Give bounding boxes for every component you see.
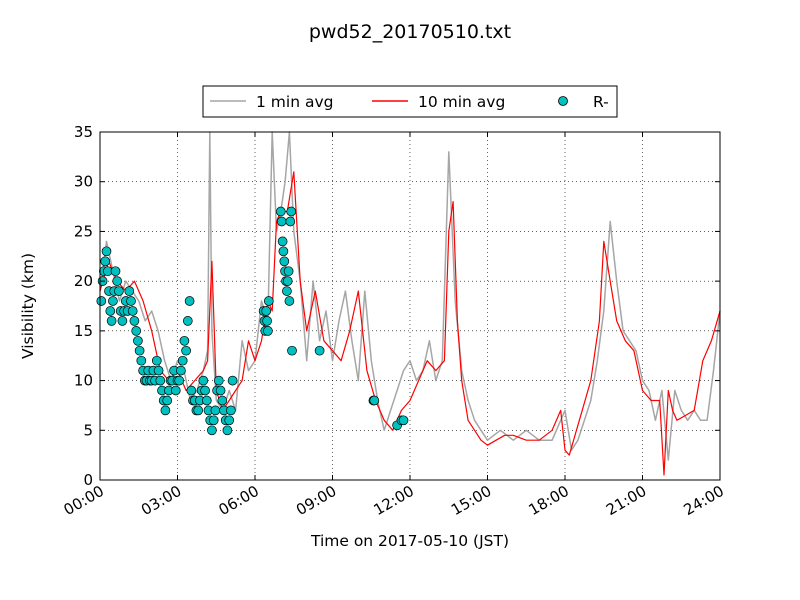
data-point-r-minus: [217, 395, 228, 406]
y-tick-label: 15: [74, 322, 93, 340]
data-point-r-minus: [278, 246, 289, 257]
data-point-r-minus: [222, 425, 233, 436]
data-point-r-minus: [263, 296, 274, 306]
data-point-r-minus: [110, 266, 121, 277]
data-point-r-minus: [275, 206, 286, 217]
y-tick-label: 20: [74, 272, 93, 290]
data-point-r-minus: [131, 326, 142, 336]
data-point-r-minus: [282, 276, 293, 286]
data-point-r-minus: [134, 345, 145, 356]
data-point-r-minus: [160, 405, 171, 416]
data-point-r-minus: [106, 316, 117, 326]
x-tick-label: 15:00: [448, 482, 494, 519]
data-point-r-minus: [369, 395, 380, 406]
data-point-r-minus: [181, 345, 191, 356]
x-tick-label: 21:00: [603, 482, 649, 519]
x-tick-label: 12:00: [371, 482, 417, 519]
data-point-r-minus: [177, 355, 188, 366]
data-point-r-minus: [176, 365, 186, 376]
data-point-r-minus: [100, 256, 111, 267]
y-tick-label: 30: [74, 173, 93, 191]
data-point-r-minus: [112, 276, 123, 286]
data-point-r-minus: [287, 345, 297, 356]
y-tick-label: 0: [83, 471, 93, 489]
legend-label-10-min-avg: 10 min avg: [418, 93, 505, 111]
y-axis-ticks: 0 5 10 15 20 25 30 35: [74, 123, 720, 489]
data-point-r-minus: [117, 316, 128, 326]
data-point-r-minus: [155, 375, 166, 386]
data-point-r-minus: [129, 316, 140, 326]
data-point-r-minus: [314, 345, 325, 356]
data-point-r-minus: [182, 316, 193, 326]
data-point-r-minus: [186, 385, 197, 396]
data-point-r-minus: [213, 375, 224, 386]
y-tick-label: 35: [74, 123, 93, 141]
chart-title: pwd52_20170510.txt: [309, 21, 511, 43]
data-point-r-minus: [105, 306, 116, 316]
legend-marker-r-minus: [558, 96, 568, 106]
data-point-r-minus: [215, 385, 226, 396]
data-point-r-minus: [127, 306, 138, 316]
data-point-r-minus: [201, 395, 212, 406]
data-point-r-minus: [126, 296, 136, 306]
data-point-r-minus: [210, 405, 221, 416]
data-point-r-minus: [153, 365, 164, 376]
data-point-r-minus: [162, 395, 173, 406]
y-tick-label: 5: [83, 421, 93, 439]
data-point-r-minus: [198, 375, 209, 386]
data-point-r-minus: [124, 286, 135, 296]
legend-label-1-min-avg: 1 min avg: [256, 93, 333, 111]
data-point-r-minus: [207, 425, 217, 436]
data-point-r-minus: [108, 296, 118, 306]
series-line-10-min-avg: [99, 171, 721, 476]
data-point-r-minus: [96, 296, 107, 306]
data-point-r-minus: [136, 355, 147, 366]
data-point-r-minus: [227, 375, 238, 386]
data-point-r-minus: [114, 286, 124, 296]
legend: 1 min avg 10 min avg R-: [202, 85, 618, 118]
grid-lines: [100, 132, 720, 480]
data-point-r-minus: [224, 415, 235, 426]
data-point-r-minus: [284, 296, 295, 306]
data-point-r-minus: [200, 385, 210, 396]
x-tick-label: 24:00: [681, 482, 727, 519]
data-point-r-minus: [226, 405, 236, 416]
data-point-r-minus: [208, 415, 219, 426]
data-point-r-minus: [101, 246, 112, 257]
x-tick-label: 18:00: [526, 482, 572, 519]
data-point-r-minus: [279, 256, 290, 267]
data-point-r-minus: [285, 216, 296, 227]
x-axis-ticks: 00:00 03:00 06:00 09:00 12:00 15:00 18:00 21:00…: [61, 132, 727, 519]
data-point-r-minus: [179, 335, 190, 346]
data-point-r-minus: [282, 286, 292, 296]
data-point-r-minus: [286, 206, 297, 217]
data-point-r-minus: [283, 266, 294, 277]
data-point-r-minus: [398, 415, 409, 426]
legend-box: [202, 85, 618, 118]
data-point-r-minus: [133, 335, 143, 346]
data-point-r-minus: [193, 405, 204, 416]
data-point-r-minus: [276, 216, 287, 227]
y-tick-label: 25: [74, 222, 93, 240]
data-point-r-minus: [263, 326, 273, 336]
x-tick-label: 03:00: [138, 482, 184, 519]
x-tick-label: 09:00: [293, 482, 339, 519]
legend-label-r-minus: R-: [593, 93, 609, 111]
data-point-r-minus: [174, 375, 185, 386]
data-point-r-minus: [151, 355, 162, 366]
y-tick-label: 10: [74, 372, 93, 390]
data-point-r-minus: [261, 306, 272, 316]
data-point-r-minus: [277, 236, 288, 247]
x-tick-label: 06:00: [216, 482, 262, 519]
y-axis-label: Visibility (km): [19, 253, 37, 359]
plot-area: [96, 131, 721, 476]
data-point-r-minus: [184, 296, 195, 306]
x-axis-label: Time on 2017-05-10 (JST): [310, 532, 509, 550]
data-point-r-minus: [262, 316, 272, 326]
data-point-r-minus: [170, 385, 181, 396]
